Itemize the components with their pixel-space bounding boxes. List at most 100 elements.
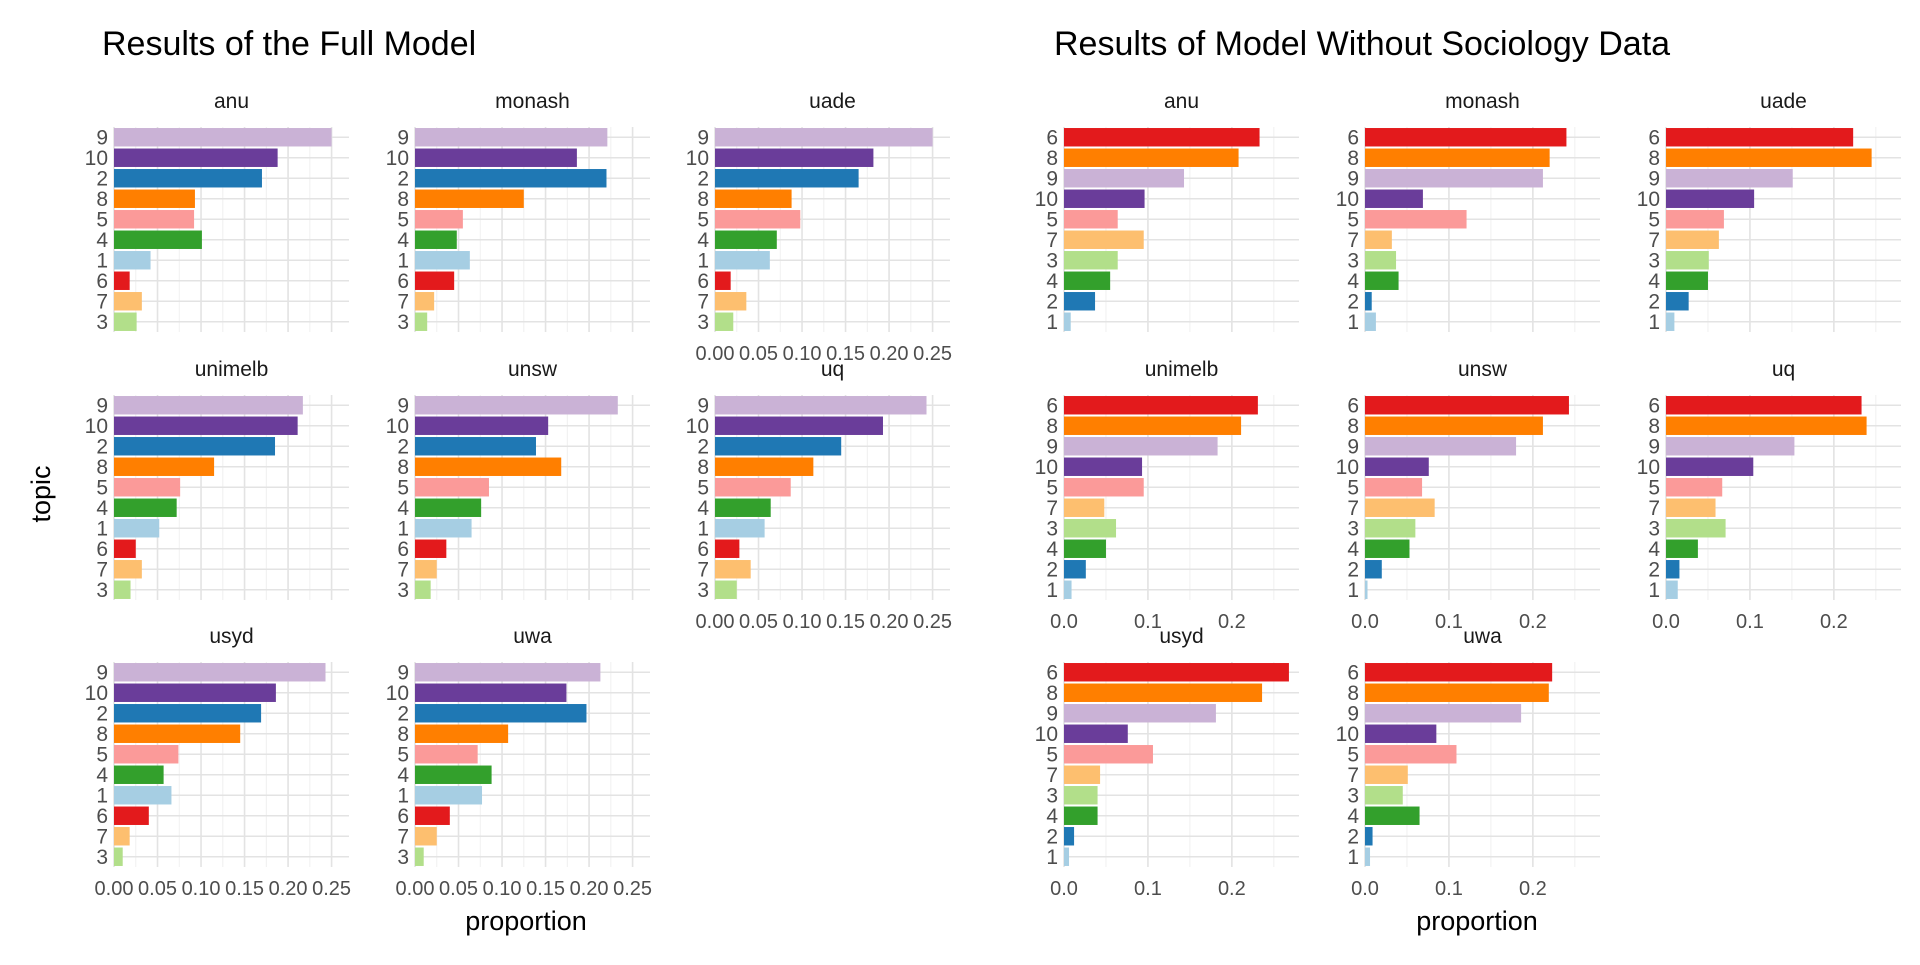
y-tick-label: 10 [1336, 723, 1359, 746]
facet-label: anu [1164, 90, 1199, 113]
y-tick-label: 8 [697, 188, 709, 211]
bar-topic-4 [1666, 271, 1708, 290]
bar-topic-10 [1666, 189, 1755, 208]
bar-topic-6 [1365, 396, 1569, 415]
bar-topic-5 [114, 210, 195, 229]
x-tick-label: 0.05 [739, 343, 778, 365]
y-tick-label: 9 [397, 394, 409, 417]
bar-topic-6 [1666, 396, 1862, 415]
bar-topic-10 [1666, 457, 1754, 476]
x-tick-label: 0.0 [1351, 611, 1379, 633]
facet-label: uwa [513, 625, 552, 648]
x-tick-label: 0.00 [696, 611, 735, 633]
x-tick-label: 0.0 [1652, 611, 1680, 633]
bar-topic-4 [415, 230, 457, 249]
x-tick-label: 0.25 [913, 611, 952, 633]
facet-label: uade [1760, 90, 1807, 113]
bar-topic-9 [415, 396, 618, 415]
bar-topic-6 [1064, 128, 1260, 147]
bar-topic-9 [114, 396, 303, 415]
y-tick-label: 2 [397, 435, 409, 458]
bar-topic-1 [1365, 580, 1368, 599]
y-tick-label: 8 [397, 188, 409, 211]
bar-topic-5 [114, 478, 181, 497]
x-tick-label: 0.15 [826, 343, 865, 365]
facet-label: unsw [508, 358, 558, 381]
bar-topic-9 [1365, 169, 1543, 188]
bar-topic-6 [715, 271, 731, 290]
y-tick-label: 2 [697, 435, 709, 458]
y-tick-label: 7 [1046, 229, 1058, 252]
y-tick-label: 2 [1046, 290, 1058, 313]
y-tick-label: 6 [1046, 126, 1058, 149]
x-tick-label: 0.20 [870, 343, 909, 365]
x-tick-label: 0.2 [1519, 878, 1547, 900]
y-tick-label: 10 [85, 682, 108, 705]
y-tick-label: 4 [96, 764, 108, 787]
y-tick-label: 6 [1347, 126, 1359, 149]
y-tick-label: 6 [96, 538, 108, 561]
y-tick-label: 2 [397, 702, 409, 725]
y-tick-label: 10 [1637, 456, 1660, 479]
y-tick-label: 9 [1046, 167, 1058, 190]
bar-topic-4 [715, 230, 777, 249]
bar-topic-9 [1365, 704, 1522, 723]
x-tick-label: 0.0 [1351, 878, 1379, 900]
bar-topic-4 [1064, 271, 1111, 290]
bar-topic-5 [1666, 210, 1724, 229]
x-tick-label: 0.1 [1736, 611, 1764, 633]
bar-topic-7 [114, 827, 130, 846]
y-tick-label: 7 [96, 825, 108, 848]
bar-topic-8 [1666, 148, 1872, 167]
y-tick-label: 6 [96, 805, 108, 828]
bar-topic-5 [1365, 210, 1467, 229]
y-tick-label: 1 [397, 784, 409, 807]
x-tick-label: 0.0 [1050, 611, 1078, 633]
y-tick-label: 5 [1648, 476, 1660, 499]
y-tick-label: 10 [1336, 188, 1359, 211]
y-tick-label: 7 [697, 290, 709, 313]
y-tick-label: 5 [1046, 208, 1058, 231]
y-tick-label: 8 [1648, 415, 1660, 438]
y-tick-label: 7 [697, 558, 709, 581]
y-tick-label: 3 [697, 311, 709, 334]
bar-topic-5 [114, 745, 179, 764]
bar-topic-3 [1064, 519, 1117, 538]
bar-topic-8 [114, 189, 195, 208]
bar-topic-10 [1064, 189, 1145, 208]
y-tick-label: 7 [1347, 497, 1359, 520]
bar-topic-2 [1365, 827, 1373, 846]
y-tick-label: 4 [1046, 538, 1058, 561]
bar-topic-4 [114, 230, 202, 249]
bar-topic-7 [1365, 230, 1392, 249]
x-tick-label: 0.05 [739, 611, 778, 633]
bar-topic-4 [1666, 539, 1698, 558]
x-tick-label: 0.15 [526, 878, 565, 900]
y-tick-label: 8 [1347, 682, 1359, 705]
bar-topic-2 [415, 704, 587, 723]
y-tick-label: 9 [397, 661, 409, 684]
bar-topic-2 [415, 437, 536, 456]
bar-topic-9 [114, 663, 326, 682]
bar-topic-5 [1064, 478, 1144, 497]
bar-topic-10 [715, 148, 874, 167]
bar-topic-9 [415, 663, 601, 682]
y-tick-label: 4 [1648, 270, 1660, 293]
bar-topic-9 [415, 128, 608, 147]
bar-topic-5 [415, 210, 463, 229]
y-tick-label: 7 [397, 825, 409, 848]
y-tick-label: 9 [1648, 435, 1660, 458]
y-tick-label: 8 [1347, 147, 1359, 170]
bar-topic-6 [715, 539, 740, 558]
bar-topic-6 [415, 539, 447, 558]
x-tick-label: 0.1 [1134, 878, 1162, 900]
y-tick-label: 5 [1347, 476, 1359, 499]
y-tick-label: 8 [697, 456, 709, 479]
y-tick-label: 1 [1347, 311, 1359, 334]
y-tick-label: 10 [1035, 723, 1058, 746]
bar-topic-10 [415, 148, 577, 167]
y-tick-label: 9 [1648, 167, 1660, 190]
